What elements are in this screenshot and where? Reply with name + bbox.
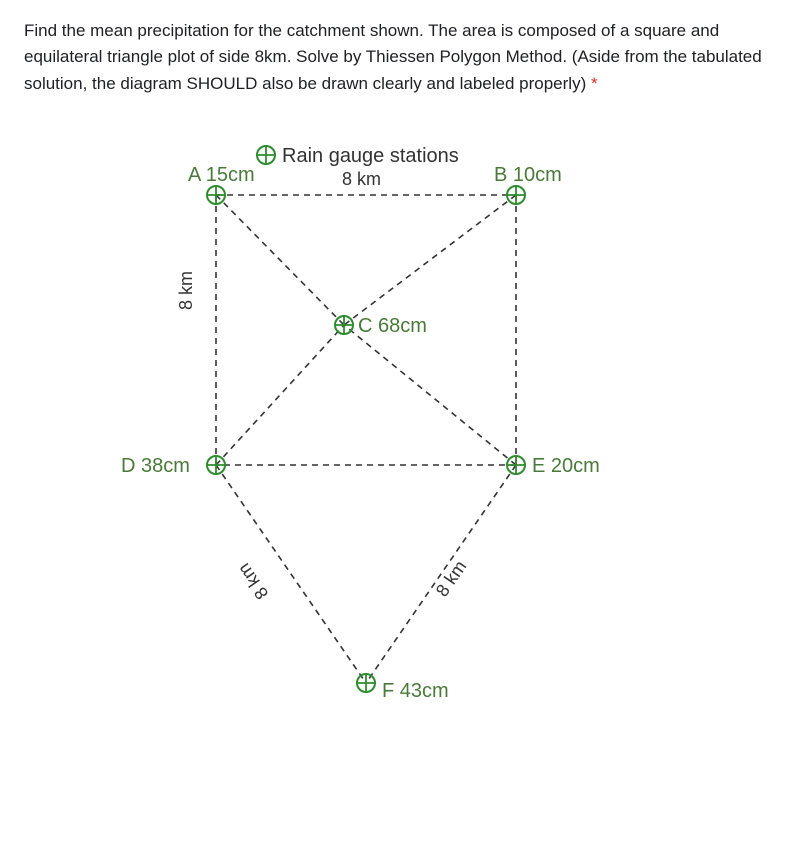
station-B-icon: [507, 186, 525, 204]
dim-AD: 8 km: [176, 271, 196, 310]
legend-gauge-icon: [257, 146, 275, 164]
station-E-icon: [507, 456, 525, 474]
legend-text: Rain gauge stations: [282, 145, 459, 167]
station-C-icon: [335, 316, 353, 334]
dim-AB: 8 km: [342, 169, 381, 189]
label-C: C 68cm: [358, 315, 427, 337]
station-F-icon: [357, 674, 375, 692]
question-body: Find the mean precipitation for the catc…: [24, 21, 762, 93]
label-F: F 43cm: [382, 680, 449, 702]
required-asterisk: *: [591, 74, 598, 93]
dim-DF: 8 km: [234, 560, 273, 603]
label-A: A 15cm: [188, 164, 255, 186]
station-A-icon: [207, 186, 225, 204]
label-B: B 10cm: [494, 164, 562, 186]
label-D: D 38cm: [121, 455, 190, 477]
diagram-svg: Rain gauge stations A 15cm B 10cm C 68cm D 3…: [106, 125, 666, 715]
catchment-diagram: Rain gauge stations A 15cm B 10cm C 68cm D 3…: [106, 125, 768, 715]
question-text: Find the mean precipitation for the catc…: [24, 18, 768, 97]
station-D-icon: [207, 456, 225, 474]
label-E: E 20cm: [532, 455, 600, 477]
